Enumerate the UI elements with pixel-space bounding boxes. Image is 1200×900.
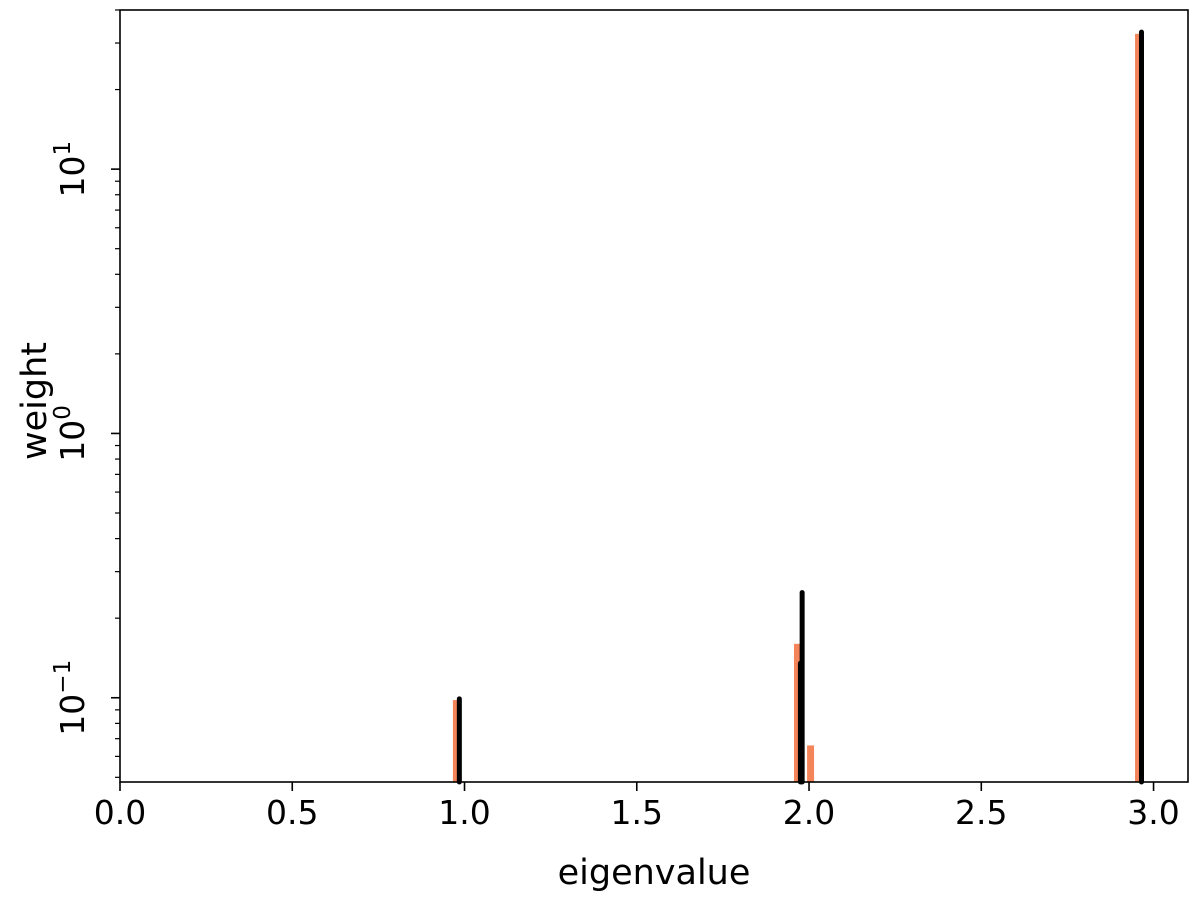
x-tick-label: 2.0 xyxy=(783,793,835,832)
bar-0-2 xyxy=(807,745,815,782)
y-axis-label: weight xyxy=(15,342,55,460)
y-axis: 10−1 100 101 xyxy=(50,9,120,778)
bar-0-1 xyxy=(793,643,801,782)
y-tick-label: 10−1 xyxy=(50,660,92,736)
y-tick-label: 101 xyxy=(50,141,92,198)
x-axis: 0.0 0.5 1.0 1.5 2.0 2.5 3.0 xyxy=(94,782,1180,832)
x-tick-label: 1.0 xyxy=(438,793,490,832)
bars-layer xyxy=(452,33,1143,783)
x-tick-label: 3.0 xyxy=(1127,793,1179,832)
x-tick-label: 0.5 xyxy=(266,793,318,832)
x-tick-label: 0.0 xyxy=(94,793,146,832)
x-tick-label: 1.5 xyxy=(611,793,663,832)
lines-layer xyxy=(456,29,1144,785)
y-tick-label: 100 xyxy=(50,405,92,462)
bar-0-3 xyxy=(1135,33,1143,783)
x-axis-label: eigenvalue xyxy=(558,853,751,893)
bar-0-0 xyxy=(452,700,460,782)
plot-frame xyxy=(119,9,1189,783)
x-tick-label: 2.5 xyxy=(955,793,1007,832)
